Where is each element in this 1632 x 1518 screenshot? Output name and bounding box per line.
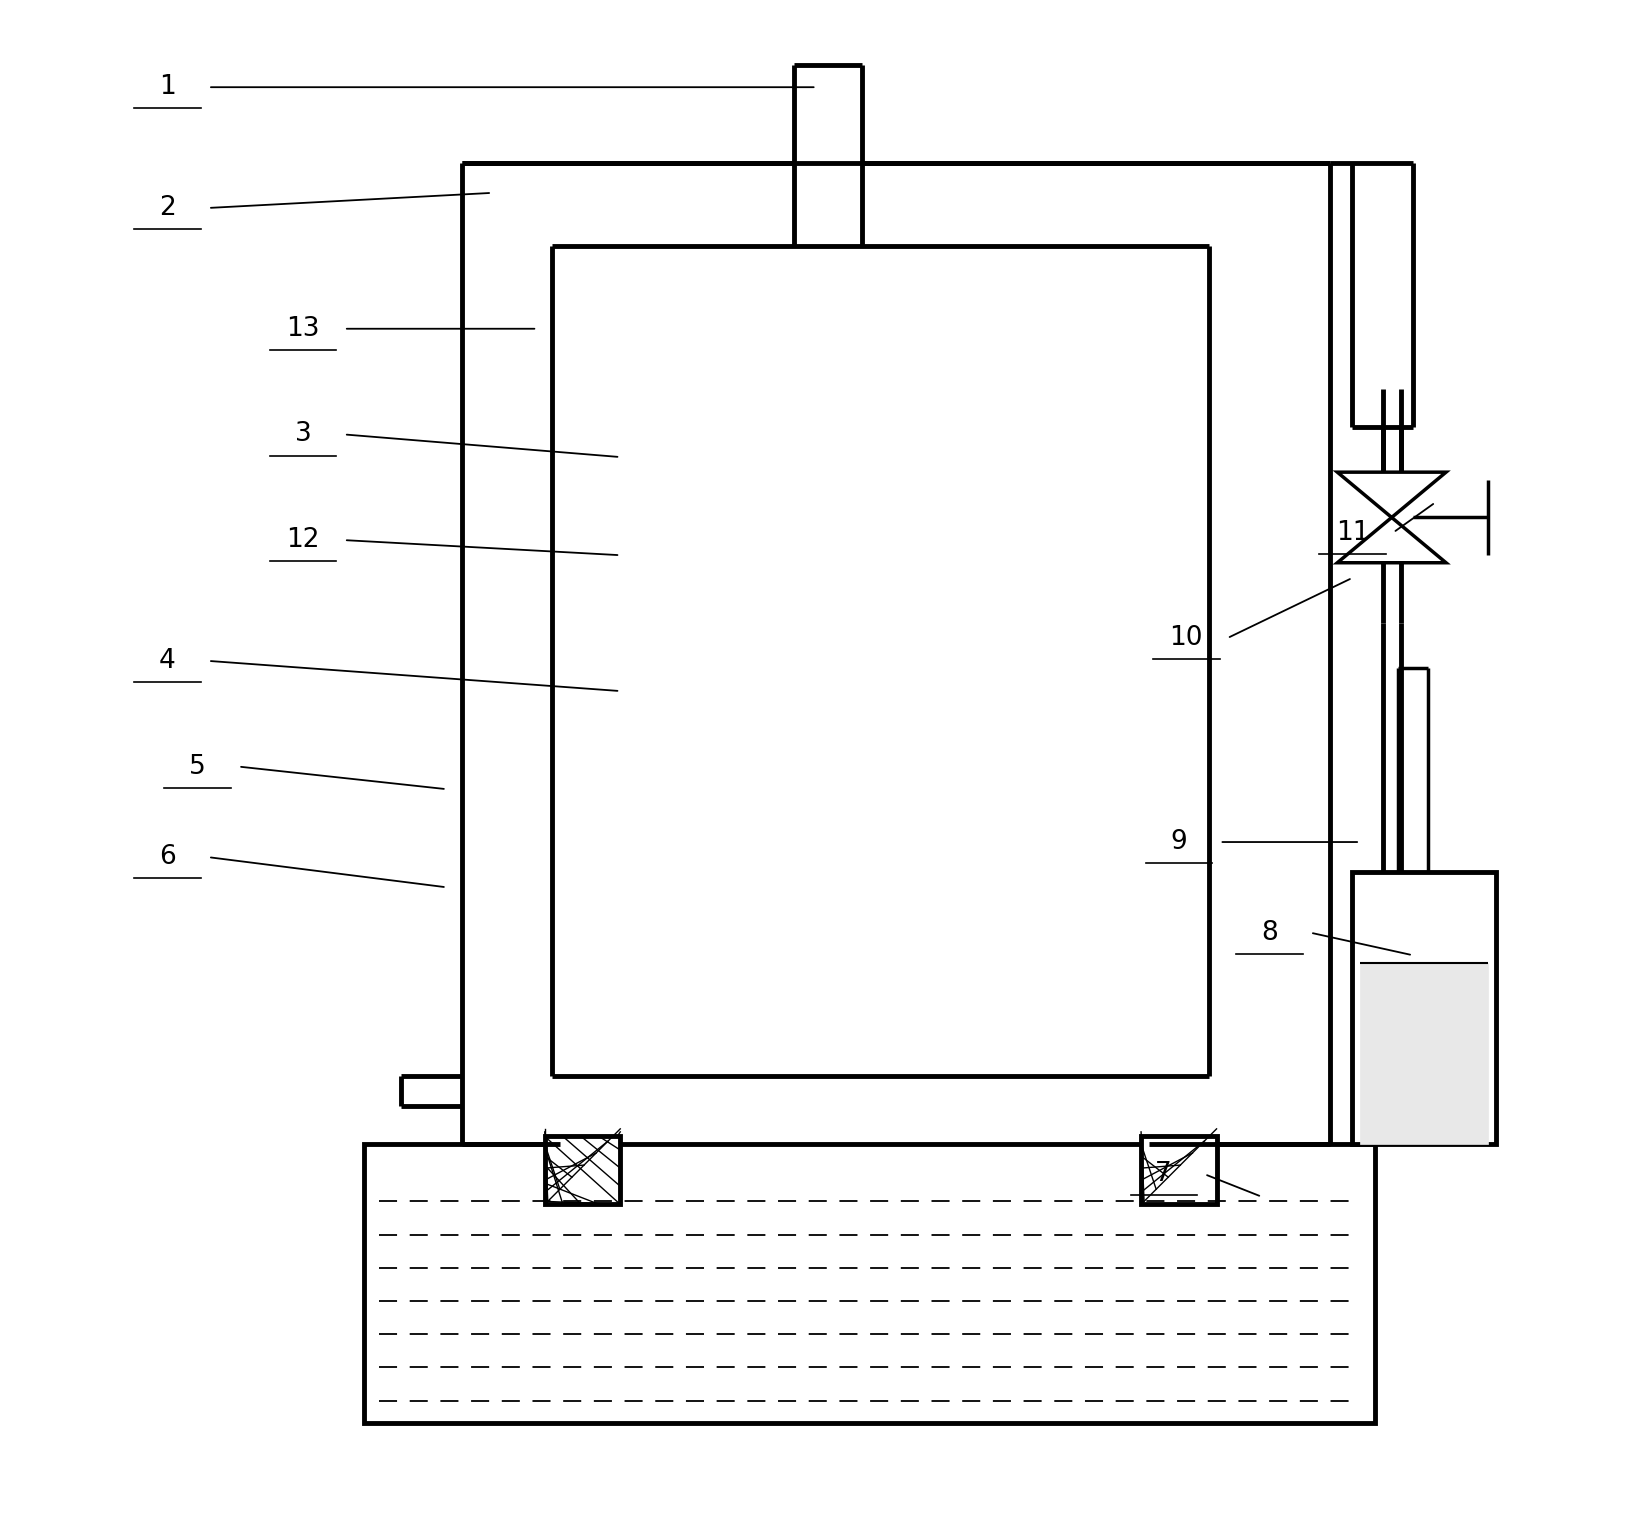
- Text: 1: 1: [158, 74, 176, 100]
- Text: 8: 8: [1260, 920, 1276, 946]
- Text: 2: 2: [158, 194, 176, 222]
- Bar: [1141, 1137, 1216, 1204]
- Text: 9: 9: [1170, 829, 1186, 855]
- Text: 10: 10: [1169, 625, 1203, 651]
- Text: 3: 3: [295, 422, 312, 448]
- Text: 11: 11: [1335, 519, 1368, 545]
- Text: 4: 4: [158, 648, 176, 674]
- Text: 12: 12: [286, 527, 320, 553]
- Bar: [1351, 873, 1495, 1145]
- Text: 13: 13: [286, 316, 320, 342]
- Text: 6: 6: [158, 844, 176, 870]
- Text: 5: 5: [189, 753, 206, 780]
- Bar: [364, 1145, 1374, 1424]
- Bar: [1359, 962, 1487, 1145]
- Bar: [545, 1137, 620, 1204]
- Text: 7: 7: [1155, 1161, 1172, 1187]
